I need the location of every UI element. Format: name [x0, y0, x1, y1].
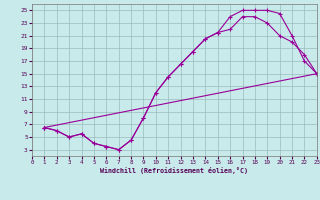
X-axis label: Windchill (Refroidissement éolien,°C): Windchill (Refroidissement éolien,°C)	[100, 167, 248, 174]
